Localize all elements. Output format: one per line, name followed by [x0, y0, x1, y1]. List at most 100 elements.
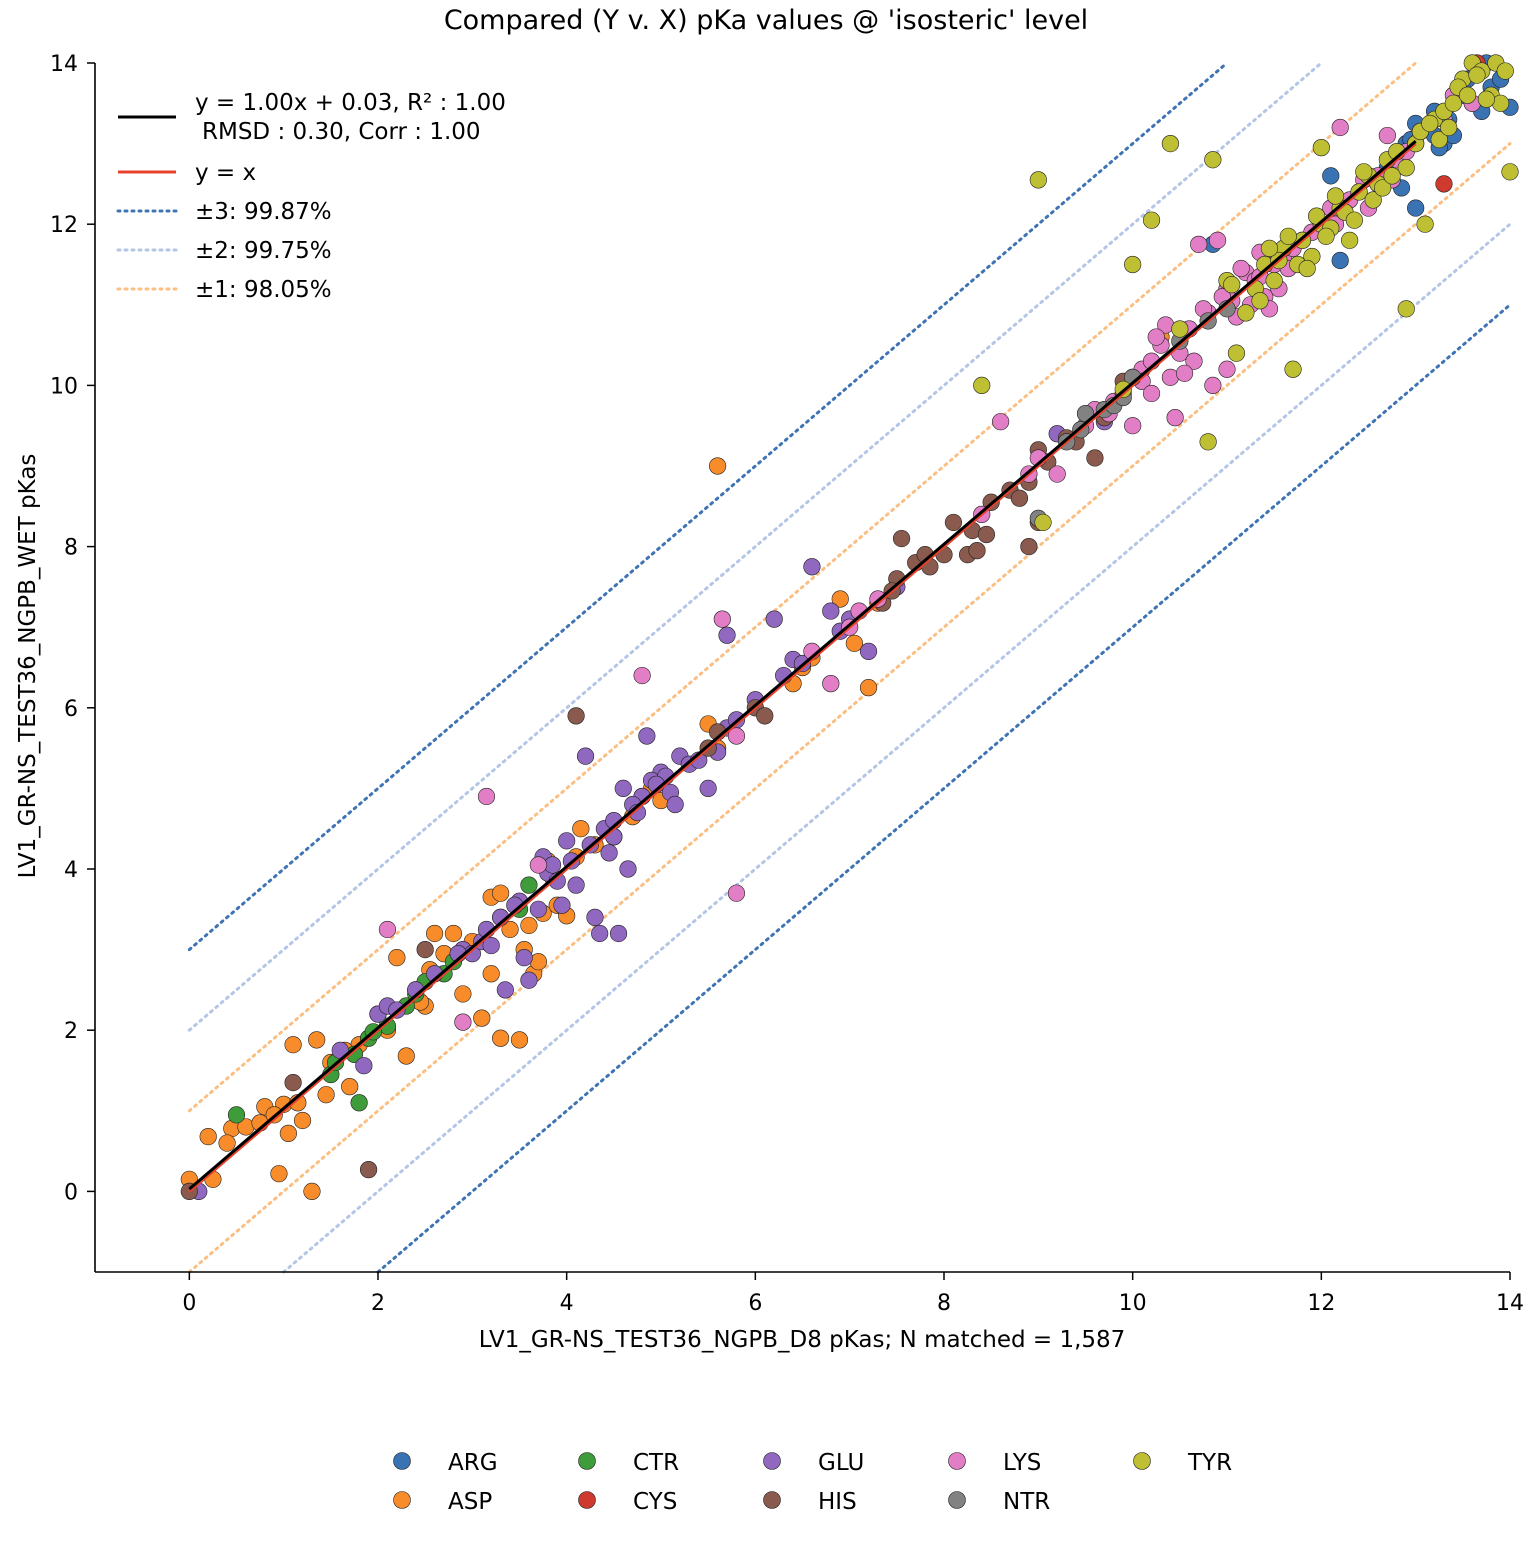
point-lys: [1232, 259, 1250, 278]
point-lys: [1185, 352, 1203, 370]
legend-label-0: y = 1.00x + 0.03, R² : 1.00: [195, 90, 506, 116]
point-tyr: [1374, 179, 1392, 197]
point-ctr: [227, 1106, 246, 1124]
y-tick-label: 10: [50, 374, 78, 399]
point-lys: [633, 666, 651, 685]
point-asp: [859, 679, 878, 697]
point-tyr: [1284, 360, 1302, 378]
point-his: [567, 707, 585, 725]
point-tyr: [1430, 130, 1448, 149]
point-tyr: [1364, 191, 1382, 209]
point-tyr: [1223, 276, 1241, 294]
point-asp: [473, 1009, 491, 1027]
x-tick-label: 10: [1119, 1291, 1147, 1316]
point-asp: [510, 1031, 529, 1049]
y-tick-label: 4: [64, 858, 78, 883]
x-tick-label: 4: [560, 1291, 574, 1316]
point-tyr: [1142, 211, 1161, 229]
point-lys: [1048, 465, 1066, 483]
point-lys: [822, 675, 840, 693]
point-asp: [454, 985, 472, 1003]
point-tyr: [1260, 239, 1279, 257]
legend-label-1: y = x: [195, 160, 256, 186]
x-tick-label: 0: [182, 1291, 196, 1316]
point-lys: [713, 610, 731, 628]
point-lys: [727, 727, 746, 745]
band-line-minus-1: [187, 142, 1512, 1274]
point-his: [1020, 537, 1038, 556]
y-ticks: 0 2 4 6 8 10 12 14: [50, 52, 95, 1205]
point-tyr: [1265, 272, 1283, 290]
point-lys: [1204, 376, 1222, 395]
point-asp: [303, 1182, 321, 1200]
point-asp: [426, 924, 444, 943]
point-lys: [477, 787, 496, 806]
band-line-minus-2: [282, 222, 1512, 1274]
point-tyr: [1312, 139, 1330, 157]
point-tyr: [1279, 227, 1297, 245]
point-glu: [803, 558, 821, 576]
point-glu: [822, 602, 840, 620]
x-tick-label: 12: [1307, 1291, 1335, 1316]
point-asp: [492, 884, 510, 902]
point-glu: [515, 949, 533, 967]
legend-label-3: ±2: 99.75%: [195, 238, 332, 264]
point-lys: [1190, 235, 1208, 253]
point-tyr: [1251, 292, 1269, 310]
legend-label-asp: ASP: [448, 1489, 492, 1515]
chart-title: Compared (Y v. X) pKa values @ 'isosteri…: [444, 5, 1088, 36]
point-asp: [270, 1165, 288, 1183]
fit-line: [188, 140, 1417, 1191]
point-lys: [529, 856, 547, 874]
legend-marker-lys: [948, 1452, 966, 1470]
point-glu: [529, 900, 547, 918]
point-glu: [859, 642, 878, 660]
point-lys: [1142, 384, 1161, 403]
point-asp: [397, 1047, 415, 1065]
point-asp: [520, 916, 538, 935]
legend-marker-glu: [763, 1452, 781, 1470]
point-arg: [1331, 251, 1349, 270]
point-tyr: [1416, 215, 1434, 233]
point-tyr: [1440, 118, 1458, 137]
tolerance-bands: [187, 61, 1512, 1274]
fit-lines: [188, 140, 1417, 1193]
point-glu: [558, 832, 576, 850]
point-asp: [444, 924, 463, 943]
point-asp: [831, 590, 849, 608]
point-tyr: [1477, 90, 1496, 108]
band-line-minus-3: [376, 303, 1512, 1274]
point-tyr: [973, 376, 991, 395]
point-tyr: [1326, 187, 1345, 205]
point-asp: [708, 457, 727, 475]
legend-bottom: ARG ASP CTR CYS GLU HIS LYS NTR TYR: [393, 1450, 1232, 1515]
legend-marker-arg: [393, 1452, 411, 1470]
point-lys: [1331, 118, 1349, 137]
point-his: [284, 1073, 302, 1092]
point-glu: [666, 795, 684, 814]
point-asp: [284, 1036, 302, 1054]
point-his: [977, 525, 996, 544]
point-arg: [1407, 199, 1425, 217]
point-tyr: [1124, 255, 1142, 274]
legend-marker-his: [763, 1491, 781, 1509]
point-his: [359, 1161, 378, 1179]
point-glu: [718, 626, 736, 644]
point-his: [944, 513, 963, 532]
y-tick-label: 12: [50, 213, 78, 238]
point-lys: [1175, 364, 1194, 382]
legend-label-4: ±1: 98.05%: [195, 277, 332, 303]
point-tyr: [1317, 227, 1335, 245]
point-asp: [341, 1078, 359, 1096]
point-lys: [1124, 417, 1142, 435]
y-tick-label: 2: [64, 1019, 78, 1044]
y-tick-label: 8: [64, 536, 78, 561]
point-tyr: [1397, 159, 1415, 177]
point-glu: [355, 1057, 373, 1075]
point-tyr: [1501, 163, 1519, 181]
point-tyr: [1341, 231, 1359, 249]
point-tyr: [1397, 300, 1415, 318]
point-his: [1086, 449, 1104, 467]
point-tyr: [1029, 171, 1047, 189]
